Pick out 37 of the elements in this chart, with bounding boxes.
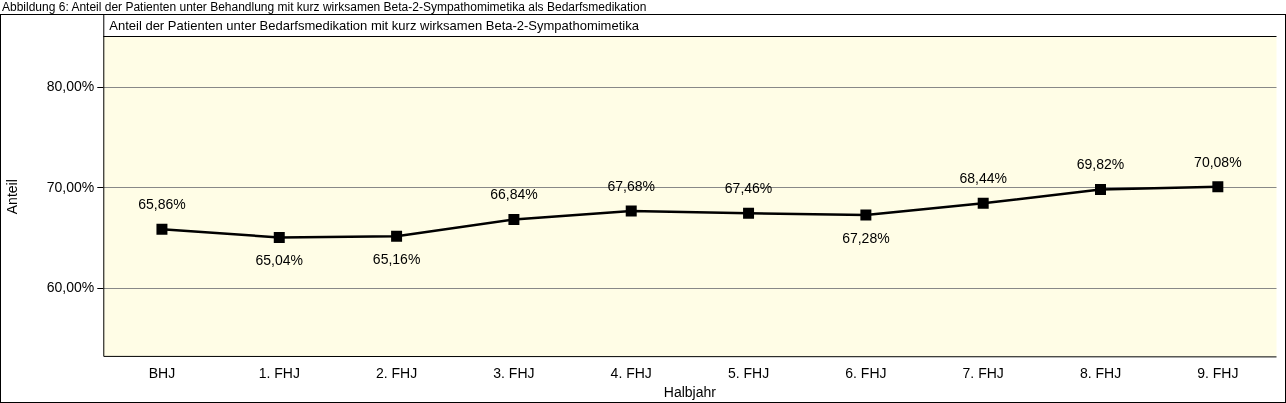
x-tick-label: 6. FHJ: [845, 364, 887, 381]
y-tick-label: 80,00%: [46, 78, 95, 95]
chart-subtitle: Anteil der Patienten unter Bedarfsmedikation mit kurz wirksamen Beta-2-Sympathomimetika: [109, 17, 640, 33]
point: [273, 231, 285, 243]
x-tick-label: 9. FHJ: [1197, 364, 1239, 381]
point: [1095, 183, 1107, 195]
point: [156, 223, 168, 235]
data-label: 65,86%: [138, 196, 186, 213]
data-label: 65,16%: [372, 251, 421, 268]
data-label: 67,28%: [842, 229, 890, 246]
x-tick-label: BHJ: [148, 364, 176, 381]
point: [977, 197, 989, 209]
point: [743, 207, 755, 219]
x-tick-label: 4. FHJ: [610, 364, 652, 381]
x-tick-label: 8. FHJ: [1079, 364, 1122, 381]
point: [625, 205, 637, 217]
point: [391, 230, 403, 242]
data-label: 68,44%: [959, 170, 1007, 187]
chart-title: Abbildung 6: Anteil der Patienten unter Behandlung mit kurz wirksamen Beta-2-Sympathomimetika als Bedarfsmedikation: [1, 0, 648, 14]
x-tick-label: 1. FHJ: [258, 364, 300, 381]
data-label: 65,04%: [255, 252, 304, 269]
data-label: 67,68%: [607, 177, 655, 194]
point: [860, 209, 872, 221]
data-label: 67,46%: [724, 180, 773, 197]
x-tick-label: 7. FHJ: [962, 364, 1004, 381]
data-label: 70,08%: [1194, 153, 1242, 170]
y-axis-title: Anteil: [4, 179, 21, 215]
data-label: 66,84%: [490, 186, 538, 203]
point: [508, 213, 520, 225]
y-tick-label: 70,00%: [46, 178, 95, 195]
x-tick-label: 3. FHJ: [493, 364, 535, 381]
x-tick-label: 2. FHJ: [375, 364, 418, 381]
y-tick-label: 60,00%: [46, 278, 95, 295]
point: [1212, 181, 1224, 193]
x-tick-label: 5. FHJ: [727, 364, 770, 381]
x-axis-title: Halbjahr: [663, 384, 717, 401]
data-label: 69,82%: [1076, 156, 1125, 173]
